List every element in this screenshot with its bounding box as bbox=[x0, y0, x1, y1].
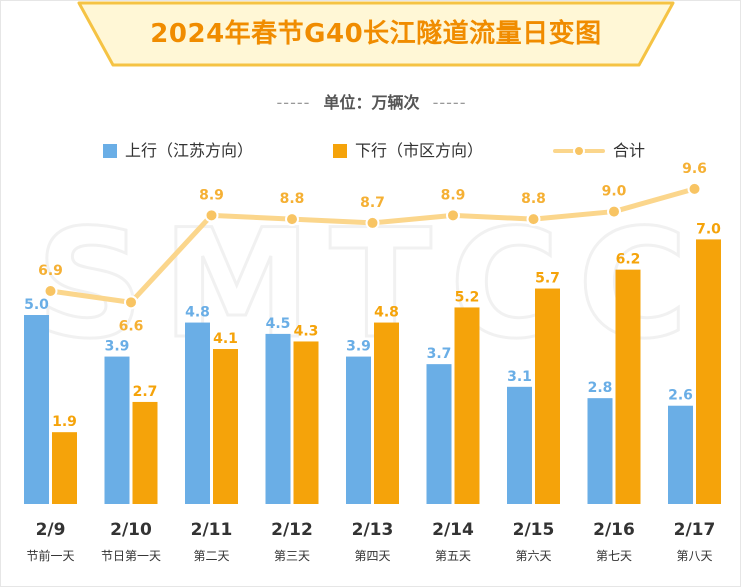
title-banner bbox=[77, 1, 675, 67]
legend-label-down: 下行（市区方向） bbox=[355, 141, 484, 160]
x-tick-day: 第七天 bbox=[596, 549, 632, 563]
bar-up-value-label: 2.8 bbox=[588, 380, 613, 396]
total-value-label: 6.9 bbox=[38, 263, 63, 279]
legend-item-down: 下行（市区方向） bbox=[333, 139, 483, 163]
total-value-label: 8.8 bbox=[521, 191, 546, 207]
x-tick-date: 2/16 bbox=[593, 520, 635, 540]
x-tick-day: 第五天 bbox=[435, 549, 471, 563]
bar-up-value-label: 2.6 bbox=[668, 388, 693, 404]
unit-dashes-left: ----- bbox=[276, 93, 311, 112]
bar-up bbox=[587, 398, 613, 504]
bar-down-value-label: 4.1 bbox=[213, 331, 238, 347]
bar-down bbox=[374, 322, 399, 504]
bar-up bbox=[507, 386, 532, 504]
legend-label-up: 上行（江苏方向） bbox=[125, 141, 254, 160]
bar-down-value-label: 5.7 bbox=[535, 271, 560, 287]
total-point bbox=[526, 212, 541, 227]
bar-up-value-label: 3.9 bbox=[105, 339, 130, 355]
x-tick-date: 2/14 bbox=[432, 520, 474, 540]
total-value-label: 9.6 bbox=[682, 161, 707, 177]
total-point bbox=[285, 212, 299, 227]
x-tick-day: 第六天 bbox=[515, 549, 551, 563]
legend-item-up: 上行（江苏方向） bbox=[103, 139, 253, 163]
x-tick-date: 2/13 bbox=[352, 520, 394, 540]
x-tick-date: 2/11 bbox=[191, 520, 233, 540]
legend-line-swatch bbox=[553, 145, 605, 157]
bar-up-value-label: 4.8 bbox=[185, 305, 210, 321]
bar-up bbox=[668, 405, 693, 504]
x-tick-day: 第四天 bbox=[354, 549, 390, 563]
bar-down-value-label: 7.0 bbox=[696, 221, 721, 237]
legend: 上行（江苏方向） 下行（市区方向） 合计 bbox=[1, 139, 740, 163]
x-tick-date: 2/15 bbox=[513, 520, 555, 540]
bar-down bbox=[52, 432, 77, 504]
x-tick-day: 第二天 bbox=[193, 549, 229, 563]
bar-up-value-label: 3.7 bbox=[427, 346, 452, 362]
bar-down-value-label: 6.2 bbox=[616, 252, 641, 268]
total-value-label: 8.9 bbox=[199, 187, 224, 203]
total-point bbox=[365, 215, 380, 230]
x-tick-day: 节日第一天 bbox=[101, 549, 161, 563]
bar-down-value-label: 2.7 bbox=[133, 384, 158, 400]
total-value-label: 6.6 bbox=[119, 318, 144, 334]
bar-up bbox=[265, 333, 291, 504]
x-tick-day: 第八天 bbox=[676, 549, 712, 563]
x-tick-day: 节前一天 bbox=[26, 548, 74, 563]
unit-label: 单位：万辆次 bbox=[323, 93, 420, 112]
bar-down bbox=[535, 288, 560, 504]
bar-down-value-label: 5.2 bbox=[455, 289, 480, 305]
unit-dashes-right: ----- bbox=[432, 93, 467, 112]
bar-down bbox=[454, 307, 480, 504]
total-value-label: 9.0 bbox=[602, 184, 627, 200]
bar-up bbox=[24, 315, 49, 504]
bar-down-value-label: 4.8 bbox=[374, 305, 399, 321]
bars-layer bbox=[24, 239, 721, 504]
bar-up-value-label: 5.0 bbox=[24, 297, 49, 313]
bar-down bbox=[293, 341, 319, 504]
total-line-layer bbox=[43, 181, 702, 310]
unit-row: ----- 单位：万辆次 ----- bbox=[1, 91, 740, 115]
bar-down bbox=[696, 239, 721, 504]
total-point bbox=[124, 295, 138, 310]
legend-label-total: 合计 bbox=[613, 141, 646, 160]
x-tick-date: 2/9 bbox=[36, 520, 66, 540]
labels-layer: 5.01.93.92.74.84.14.5 4.33.94.83.75.23.15… bbox=[24, 161, 721, 430]
total-point bbox=[43, 284, 58, 298]
total-point bbox=[446, 208, 460, 223]
x-axis-layer: 2/9 节前一天 2/10 节日第一天 2/11 第二天 2/12 第三天 2/13 第四天 2/1… bbox=[26, 520, 715, 563]
bar-up-value-label: 3.1 bbox=[507, 369, 532, 385]
total-point bbox=[204, 208, 219, 223]
bar-down-value-label: 1.9 bbox=[52, 414, 77, 430]
bar-down-value-label: 4.3 bbox=[294, 323, 319, 339]
total-value-label: 8.9 bbox=[441, 187, 466, 203]
x-tick-day: 第三天 bbox=[274, 549, 310, 563]
total-value-label: 8.7 bbox=[360, 195, 385, 211]
total-value-label: 8.8 bbox=[280, 191, 305, 207]
bar-up bbox=[104, 356, 130, 504]
bar-down bbox=[132, 401, 158, 504]
total-point bbox=[687, 181, 702, 196]
bar-up bbox=[185, 322, 210, 504]
x-tick-date: 2/17 bbox=[674, 520, 716, 540]
x-tick-date: 2/10 bbox=[110, 520, 152, 540]
bar-up bbox=[426, 364, 452, 504]
bar-up-value-label: 3.9 bbox=[346, 339, 371, 355]
title-banner-shape bbox=[77, 1, 675, 67]
total-point bbox=[607, 204, 621, 219]
legend-item-total: 合计 bbox=[553, 139, 645, 163]
x-tick-date: 2/12 bbox=[271, 520, 313, 540]
chart-title: 2024年春节G40长江隧道流量日变图 bbox=[150, 19, 602, 49]
bar-up bbox=[346, 356, 371, 504]
bar-down bbox=[615, 269, 641, 504]
legend-swatch-down bbox=[333, 144, 347, 158]
bar-down bbox=[213, 349, 238, 504]
bar-up-value-label: 4.5 bbox=[266, 316, 291, 332]
legend-swatch-up bbox=[103, 144, 117, 158]
